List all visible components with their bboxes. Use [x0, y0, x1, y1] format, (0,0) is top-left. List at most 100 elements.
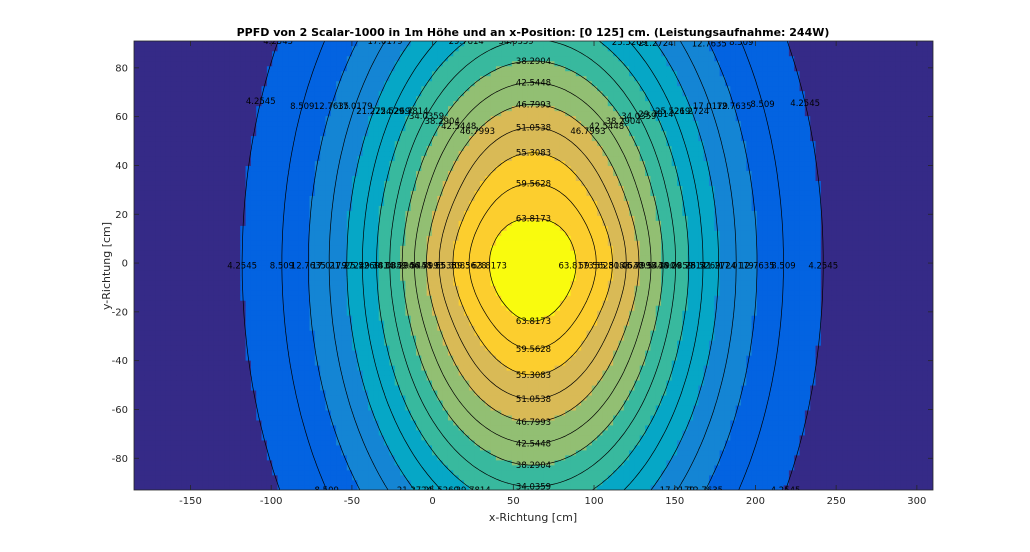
contour-level-label: 29.7814: [638, 110, 673, 120]
contour-level-label: 59.5628: [516, 345, 551, 355]
contour-line: [489, 218, 577, 322]
contour-level-label: 42.5448: [441, 122, 476, 132]
contour-level-label: 46.7993: [516, 100, 551, 110]
contour-level-label: 34.0359: [658, 262, 693, 272]
contour-level-label: 17.0179: [368, 37, 403, 47]
x-axis-label: x-Richtung [cm]: [489, 511, 577, 524]
contour-level-label: 51.0538: [609, 262, 644, 272]
contour-level-label: 25.5269: [655, 107, 690, 117]
y-tick-label: -40: [112, 356, 128, 367]
contour-level-label: 21.2724: [638, 39, 673, 49]
contour-level-label: 59.5628: [452, 262, 487, 272]
contour-level-label: 46.7993: [621, 262, 656, 272]
y-tick-label: -20: [112, 307, 128, 318]
contour-line: [328, 41, 737, 490]
contour-level-label: 34.0359: [516, 483, 551, 493]
contour-level-label: 4.2545: [227, 262, 257, 272]
contour-level-label: 42.5448: [397, 262, 432, 272]
contour-level-label: 25.5269: [612, 38, 647, 48]
contour-line: [438, 126, 627, 400]
contour-level-label: 21.2724: [397, 486, 432, 496]
contour-labels: 4.2545 4.2545 4.2545 4.2545 4.2545 4.2545 8.50…: [227, 37, 838, 496]
contour-level-label: 8.509: [729, 38, 753, 48]
contour-line: [401, 60, 664, 466]
contour-line: [389, 41, 676, 488]
y-tick-label: -80: [112, 454, 128, 465]
contour-level-label: 12.7635: [314, 102, 349, 112]
contour-fills: [134, 41, 933, 490]
contour-line: [414, 82, 652, 444]
contour-level-label: 42.5448: [516, 78, 551, 88]
contour-level-label: 51.0538: [422, 262, 457, 272]
contour-level-label: 51.0538: [516, 395, 551, 405]
contour-level-label: 46.7993: [516, 418, 551, 428]
x-tick-label: -100: [260, 496, 283, 507]
contour-level-label: 4.2545: [246, 97, 276, 107]
contour-level-label: 34.0359: [409, 112, 444, 122]
contour-level-label: 29.7814: [456, 486, 491, 496]
contour-level-label: 12.7635: [739, 262, 774, 272]
contour-level-label: 12.7635: [716, 102, 751, 112]
contour-level-label: 17.0179: [719, 262, 754, 272]
y-tick-label: 20: [115, 210, 128, 221]
x-tick-label: 200: [746, 496, 765, 507]
contour-line: [281, 41, 784, 490]
chart-title: PPFD von 2 Scalar-1000 in 1m Höhe und an…: [237, 26, 830, 39]
contour-level-label: 42.5448: [633, 262, 668, 272]
contour-level-label: 38.2904: [516, 461, 551, 471]
x-tick-label: -150: [179, 496, 202, 507]
contour-level-label: 38.2904: [646, 262, 681, 272]
contour-level-label: 29.7814: [449, 37, 484, 47]
contour-level-label: 34.0359: [372, 262, 407, 272]
y-axis-label: y-Richtung [cm]: [100, 222, 113, 310]
contour-level-label: 8.509: [290, 102, 314, 112]
contour-level-label: 21.2724: [356, 107, 391, 117]
contour-level-label: 55.3083: [435, 262, 470, 272]
y-tick-label: 40: [115, 161, 128, 172]
contour-level-label: 63.8173: [472, 262, 507, 272]
contour-level-label: 55.3083: [516, 149, 551, 159]
x-tick-label: 100: [584, 496, 603, 507]
contour-level-label: 21.2724: [674, 107, 709, 117]
contour-level-label: 51.0538: [516, 123, 551, 133]
contour-level-label: 38.2904: [385, 262, 420, 272]
contour-level-label: 42.5448: [516, 440, 551, 450]
x-tick-label: 250: [827, 496, 846, 507]
contour-level-label: 21.2724: [701, 262, 736, 272]
contour-level-label: 8.509: [771, 262, 795, 272]
x-axis-ticks: -150 -100 -50 0 50 100 150 200 250 300: [179, 41, 926, 507]
contour-level-label: 4.2545: [771, 486, 801, 496]
contour-level-label: 63.8173: [516, 214, 551, 224]
contour-line: [346, 41, 719, 490]
plot-area: 4.2545 4.2545 4.2545 4.2545 4.2545 4.2545 8.50…: [133, 37, 934, 496]
contour-level-label: 12.7635: [692, 40, 727, 50]
contour-line: [376, 41, 690, 490]
y-tick-label: 80: [115, 63, 128, 74]
contour-level-label: 17.0179: [337, 102, 372, 112]
contour-level-label: 21.2724: [329, 262, 364, 272]
contour-line: [362, 41, 704, 490]
contour-level-label: 8.509: [315, 486, 339, 496]
contour-level-label: 59.5628: [579, 262, 614, 272]
axes-box: [133, 40, 934, 491]
contour-level-label: 42.5448: [589, 122, 624, 132]
contour-level-label: 46.7993: [409, 262, 444, 272]
contour-level-label: 4.2545: [790, 99, 820, 109]
contour-level-label: 25.5269: [424, 486, 459, 496]
contour-level-label: 34.0359: [621, 112, 656, 122]
x-tick-label: 300: [907, 496, 926, 507]
contour-level-label: 38.2904: [425, 117, 460, 127]
contour-level-label: 4.2545: [808, 262, 838, 272]
contour-line: [241, 41, 824, 490]
contour-line: [468, 183, 597, 350]
contour-line: [426, 104, 640, 423]
contour-level-label: 29.7814: [671, 262, 706, 272]
contour-level-label: 29.7814: [359, 262, 394, 272]
contour-level-label: 38.2904: [606, 117, 641, 127]
y-axis-ticks: -80 -60 -40 -20 0 20 40 60 80: [112, 63, 933, 465]
contour-level-label: 55.3083: [516, 371, 551, 381]
contour-level-label: 17.0179: [660, 486, 695, 496]
x-tick-label: 150: [665, 496, 684, 507]
contour-line: [452, 152, 613, 376]
